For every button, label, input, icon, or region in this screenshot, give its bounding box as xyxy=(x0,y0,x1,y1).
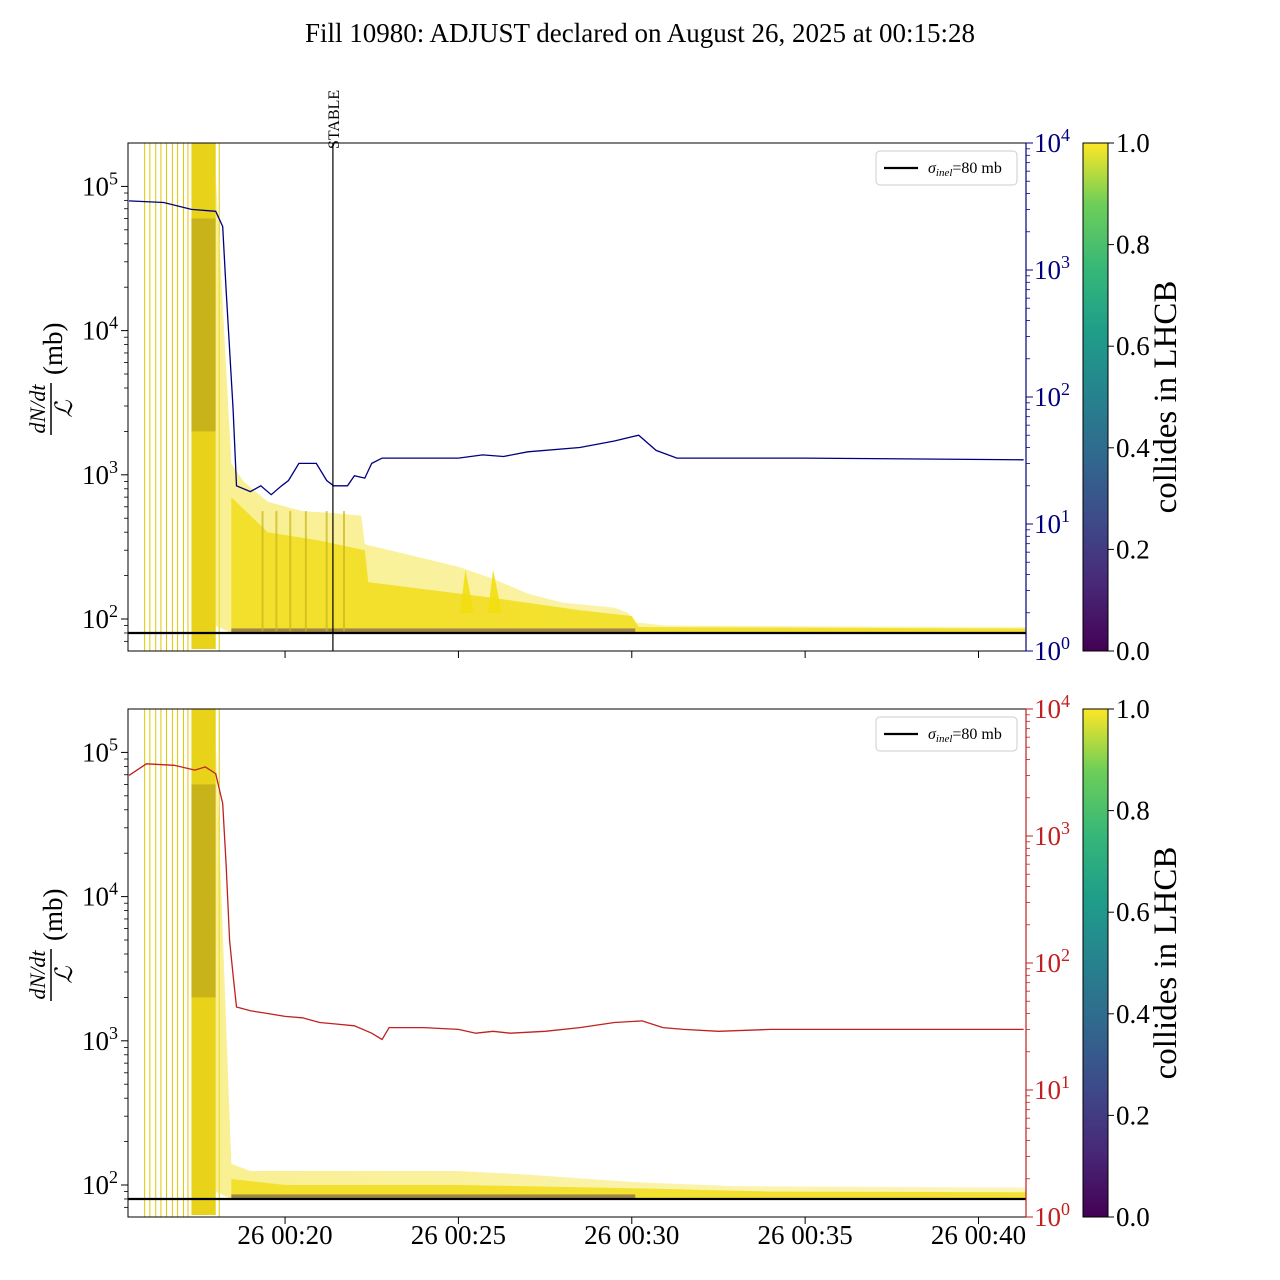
colorbar-tick-label-3: 0.6 xyxy=(1116,897,1150,927)
x-tick-label-4: 26 00:40 xyxy=(931,1220,1026,1250)
bunch-envelope xyxy=(215,741,1026,1199)
y-tick-label-1: 103 xyxy=(82,457,118,490)
y-label-numerator: dN/dt xyxy=(25,950,50,1000)
y-tick-label-0: 102 xyxy=(82,1167,118,1200)
axes-frame xyxy=(127,708,1027,1218)
colorbar-tick-label-0: 0.0 xyxy=(1116,1202,1150,1232)
colorbar-tick-label-2: 0.4 xyxy=(1116,433,1150,463)
y2-tick-label-1: 101 xyxy=(1034,506,1070,539)
legend-label: σinel=80 mb xyxy=(928,726,1002,745)
x-tick-label-2: 26 00:30 xyxy=(584,1220,679,1250)
y-label-unit: (mb) xyxy=(38,323,68,375)
colorbar-tick-label-5: 1.0 xyxy=(1116,694,1150,724)
right-axis-series-line xyxy=(128,763,1024,1041)
y2-tick-label-3: 103 xyxy=(1034,818,1070,851)
legend-label: σinel=80 mb xyxy=(928,160,1002,179)
noncolliding-traces xyxy=(231,1194,636,1199)
y2-tick-label-3: 103 xyxy=(1034,252,1070,285)
y2-tick-label-1: 101 xyxy=(1034,1072,1070,1105)
y-tick-label-2: 104 xyxy=(82,879,118,912)
figure-title: Fill 10980: ADJUST declared on August 26… xyxy=(305,18,975,48)
colorbar xyxy=(1082,708,1109,1218)
colorbar-tick-label-0: 0.0 xyxy=(1116,636,1150,666)
colorbar-tick-label-4: 0.8 xyxy=(1116,230,1150,260)
bunch-core-band xyxy=(231,497,1026,633)
y-tick-label-1: 103 xyxy=(82,1023,118,1056)
colorbar xyxy=(1082,142,1109,652)
bunch-bump-1 xyxy=(487,569,502,614)
y2-tick-label-2: 102 xyxy=(1034,379,1070,412)
y-tick-label-3: 105 xyxy=(82,734,118,767)
y-label-denominator: ℒ xyxy=(52,966,78,984)
x-tick-label-0: 26 00:20 xyxy=(237,1220,332,1250)
noncolliding-traces xyxy=(231,628,636,633)
y2-tick-label-4: 104 xyxy=(1034,691,1070,724)
y-axis-label: dN/dt ℒ (mb) xyxy=(25,889,78,1001)
bunch-core-band xyxy=(231,1179,1026,1199)
panel-top: STABLE 102 103 104 105 100 101 102 103 104 dN/dt ℒ (… xyxy=(25,90,1184,666)
panel-bottom: 102 103 104 105 100 101 102 103 104 26 00:20 26 00… xyxy=(25,691,1184,1250)
y-label-denominator: ℒ xyxy=(52,400,78,418)
y-axis-label: dN/dt ℒ (mb) xyxy=(25,323,78,435)
y2-tick-label-2: 102 xyxy=(1034,945,1070,978)
colorbar-tick-label-1: 0.2 xyxy=(1116,1100,1150,1130)
y-tick-label-2: 104 xyxy=(82,313,118,346)
legend-box xyxy=(875,716,1018,752)
plot-area xyxy=(128,709,1026,1217)
bunch-traces-dense-core xyxy=(191,218,216,432)
bunch-bump-0 xyxy=(460,569,475,614)
plot-area xyxy=(128,143,1026,651)
right-axis-series-line xyxy=(128,200,1024,496)
colorbar-tick-label-4: 0.8 xyxy=(1116,796,1150,826)
colorbar-tick-label-5: 1.0 xyxy=(1116,128,1150,158)
stable-marker-label: STABLE xyxy=(326,90,343,149)
x-tick-label-1: 26 00:25 xyxy=(411,1220,506,1250)
y-tick-label-3: 105 xyxy=(82,168,118,201)
colorbar-tick-label-1: 0.2 xyxy=(1116,534,1150,564)
y-label-numerator: dN/dt xyxy=(25,384,50,434)
y2-tick-label-4: 104 xyxy=(1034,125,1070,158)
y-tick-label-0: 102 xyxy=(82,601,118,634)
colorbar-label: collides in LHCB xyxy=(1148,847,1184,1080)
colorbar-label: collides in LHCB xyxy=(1148,281,1184,514)
bunch-traces-block xyxy=(191,709,216,1215)
colorbar-tick-label-3: 0.6 xyxy=(1116,331,1150,361)
bunch-traces-block xyxy=(191,143,216,649)
colorbar-tick-label-2: 0.4 xyxy=(1116,999,1150,1029)
legend-box xyxy=(875,150,1018,186)
y-label-unit: (mb) xyxy=(38,889,68,941)
x-tick-label-3: 26 00:35 xyxy=(758,1220,853,1250)
y2-tick-label-0: 100 xyxy=(1034,633,1070,666)
bunch-traces-dense-core xyxy=(191,784,216,998)
y2-tick-label-0: 100 xyxy=(1034,1199,1070,1232)
